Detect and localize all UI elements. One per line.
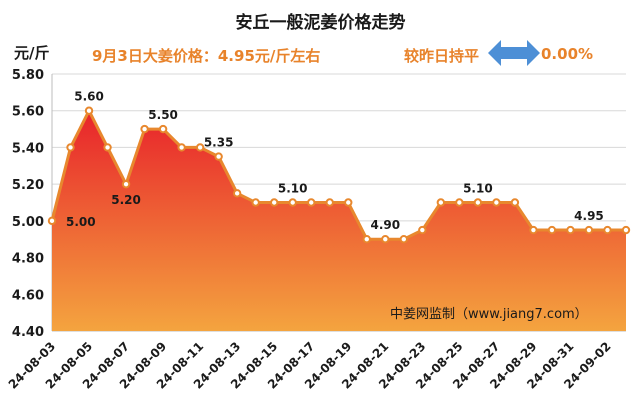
data-point (381, 235, 390, 244)
chart-title: 安丘一般泥姜价格走势 (235, 13, 406, 33)
today-price-text: 9月3日大姜价格：4.95元/斤左右 (92, 47, 321, 65)
data-point (269, 198, 279, 207)
data-point (288, 198, 297, 207)
data-label: 5.10 (278, 182, 308, 196)
data-point (251, 198, 260, 207)
y-tick-label: 5.60 (12, 105, 44, 120)
y-axis-unit: 元/斤 (14, 44, 50, 62)
data-point (121, 179, 131, 189)
compare-label: 较昨日持平 (404, 47, 480, 65)
data-point (84, 106, 94, 115)
data-point (510, 198, 520, 207)
data-point (362, 235, 371, 244)
data-point (603, 225, 612, 235)
data-point (436, 198, 446, 207)
y-tick-label: 5.20 (12, 178, 44, 193)
data-point (473, 198, 483, 207)
data-point (455, 198, 464, 207)
data-point (158, 124, 168, 134)
area-series (52, 110, 626, 332)
x-axis: 24-08-0324-08-0524-08-0724-08-0924-08-11… (6, 339, 614, 391)
data-point (140, 124, 149, 134)
data-point (177, 143, 186, 152)
data-point (584, 225, 594, 235)
data-label: 4.95 (574, 209, 604, 223)
data-point (214, 152, 223, 161)
data-point (492, 198, 501, 207)
y-tick-label: 4.60 (12, 288, 44, 303)
data-label: 5.20 (111, 193, 141, 207)
source-watermark: 中姜网监制（www.jiang7.com） (390, 307, 588, 322)
data-point (547, 225, 557, 235)
double-arrow-icon (488, 40, 540, 66)
data-point (418, 225, 427, 235)
data-label: 5.00 (66, 215, 96, 229)
data-point (529, 225, 538, 235)
area-fill (52, 110, 626, 332)
change-value: 0.00% (541, 45, 594, 63)
y-tick-label: 5.40 (12, 141, 44, 156)
data-point (66, 143, 75, 152)
data-label: 5.50 (148, 108, 178, 122)
data-label: 5.35 (204, 136, 234, 150)
data-point (325, 198, 334, 207)
data-point (344, 198, 353, 207)
data-label: 4.90 (370, 218, 400, 232)
data-point (399, 235, 409, 244)
y-tick-label: 4.80 (12, 252, 44, 267)
data-point (307, 198, 316, 207)
y-tick-label: 4.40 (12, 325, 44, 340)
data-labels: 5.00 5.60 5.20 5.50 5.35 5.10 4.90 5.10 4.95 (66, 90, 604, 232)
y-tick-label: 5.00 (12, 215, 44, 230)
y-axis: 4.40 4.60 4.80 5.00 5.20 5.40 5.60 5.80 (12, 68, 44, 340)
data-point (232, 189, 242, 198)
data-label: 5.60 (74, 90, 104, 104)
y-tick-label: 5.80 (12, 68, 44, 83)
data-point (566, 225, 575, 235)
data-label: 5.10 (463, 182, 493, 196)
data-point (621, 225, 631, 235)
data-points (47, 106, 631, 244)
data-point (195, 143, 205, 152)
data-point (47, 216, 57, 226)
data-point (103, 143, 112, 152)
